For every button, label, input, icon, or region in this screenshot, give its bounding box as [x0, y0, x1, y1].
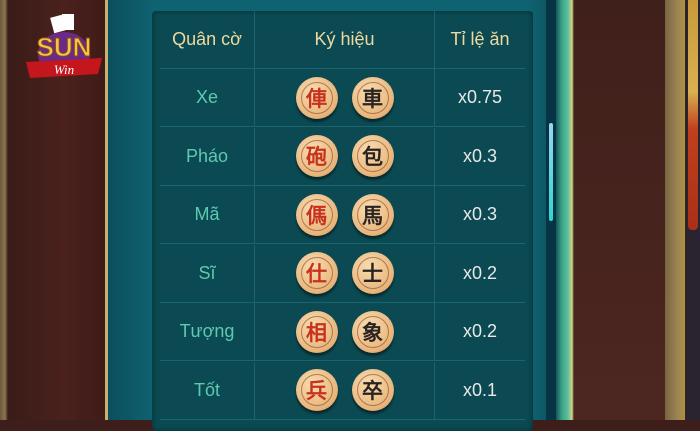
red-piece-char: 砲	[306, 144, 327, 169]
table-row: Tốt 兵 卒 x0.1	[160, 361, 525, 420]
red-piece-icon: 相	[295, 310, 338, 353]
black-piece-char: 馬	[362, 202, 383, 228]
red-piece-char: 兵	[306, 378, 327, 403]
header-piece: Quân cờ	[172, 29, 242, 49]
piece-symbols: 相 象	[254, 303, 435, 360]
payout-rate: x0.3	[462, 145, 498, 166]
piece-symbols: 砲 包	[254, 127, 435, 185]
table-row: Tượng 相 象 x0.2	[160, 303, 525, 361]
frame-border	[105, 0, 108, 420]
red-piece-char: 仕	[306, 261, 327, 286]
svg-text:SUN: SUN	[37, 32, 92, 62]
black-piece-icon: 卒	[351, 369, 394, 411]
piece-name: Tốt	[193, 379, 220, 400]
header-rate: Tỉ lệ ăn	[450, 29, 510, 49]
svg-text:Win: Win	[54, 62, 74, 77]
table-row: Sĩ 仕 士 x0.2	[160, 244, 525, 303]
red-piece-icon: 兵	[295, 369, 338, 411]
red-piece-icon: 砲	[295, 135, 338, 177]
sunwin-logo: SUN Win	[26, 14, 102, 78]
payout-rate: x0.2	[462, 321, 498, 341]
black-piece-char: 車	[362, 85, 383, 111]
red-piece-char: 俥	[306, 85, 327, 111]
red-piece-icon: 仕	[295, 252, 338, 294]
piece-name: Tượng	[179, 321, 235, 341]
red-piece-icon: 俥	[295, 76, 338, 119]
black-piece-char: 包	[362, 144, 383, 169]
black-piece-char: 卒	[362, 378, 383, 403]
payout-rate: x0.2	[462, 262, 498, 283]
header-symbol: Ký hiệu	[254, 11, 435, 68]
black-piece-icon: 士	[351, 252, 394, 294]
black-piece-char: 士	[362, 261, 383, 286]
panel-border	[554, 0, 574, 420]
piece-name: Pháo	[185, 145, 229, 166]
black-piece-icon: 車	[351, 76, 394, 119]
piece-name: Xe	[195, 87, 219, 107]
red-piece-char: 傌	[306, 202, 327, 228]
piece-name: Sĩ	[198, 262, 216, 283]
black-piece-char: 象	[362, 319, 383, 345]
payout-table: Quân cờ Ký hiệu Tỉ lệ ăn Xe 俥 車 x0.75 Phá…	[152, 11, 533, 431]
piece-symbols: 仕 士	[254, 244, 435, 302]
black-piece-icon: 包	[351, 135, 394, 177]
table-row: Xe 俥 車 x0.75	[160, 69, 525, 127]
payout-rate: x0.3	[462, 204, 498, 224]
piece-symbols: 傌 馬	[254, 186, 435, 243]
piece-name: Mã	[194, 204, 220, 224]
black-piece-icon: 象	[351, 310, 394, 353]
black-piece-icon: 馬	[351, 193, 394, 236]
table-row: Mã 傌 馬 x0.3	[160, 186, 525, 244]
payout-rate: x0.75	[457, 87, 503, 107]
scrollbar-thumb[interactable]	[549, 123, 553, 221]
red-piece-char: 相	[306, 319, 327, 345]
gold-frame	[665, 0, 685, 420]
red-piece-icon: 傌	[295, 193, 338, 236]
piece-symbols: 兵 卒	[254, 361, 435, 419]
table-row: Pháo 砲 包 x0.3	[160, 127, 525, 186]
table-header: Quân cờ Ký hiệu Tỉ lệ ăn	[160, 11, 525, 69]
payout-rate: x0.1	[462, 379, 498, 400]
tassel-decoration	[688, 0, 698, 230]
piece-symbols: 俥 車	[254, 69, 435, 126]
